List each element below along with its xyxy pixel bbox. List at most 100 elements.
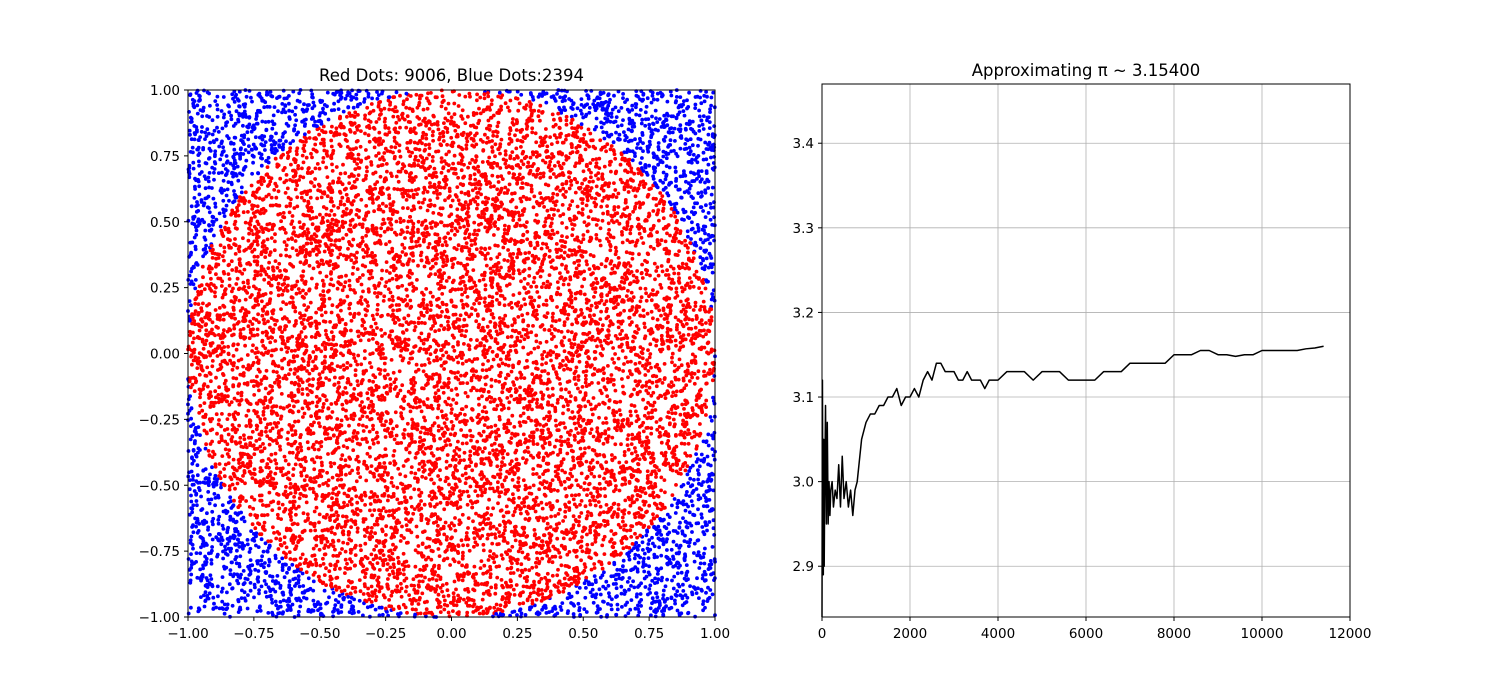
red-dot: [511, 587, 516, 592]
red-dot: [391, 426, 395, 431]
red-dot: [426, 357, 431, 361]
blue-dot: [684, 493, 689, 497]
red-dot: [444, 459, 449, 464]
red-dot: [394, 174, 399, 179]
red-dot: [703, 286, 708, 291]
blue-dot: [690, 220, 694, 225]
red-dot: [451, 491, 456, 496]
red-dot: [330, 162, 334, 167]
red-dot: [699, 318, 704, 323]
red-dot: [213, 333, 217, 338]
red-dot: [570, 222, 574, 227]
red-dot: [498, 603, 503, 608]
red-dot: [584, 203, 589, 208]
red-dot: [690, 318, 695, 322]
red-dot: [677, 276, 681, 281]
red-dot: [383, 116, 387, 121]
red-dot: [602, 371, 606, 376]
red-dot: [320, 409, 325, 413]
red-dot: [463, 391, 468, 395]
red-dot: [423, 143, 428, 147]
red-dot: [481, 317, 486, 321]
red-dot: [599, 262, 604, 267]
red-dot: [366, 586, 370, 591]
red-dot: [489, 377, 494, 382]
blue-dot: [598, 592, 603, 597]
red-dot: [495, 575, 500, 580]
red-dot: [440, 426, 444, 431]
red-dot: [446, 231, 450, 236]
red-dot: [660, 426, 665, 431]
red-dot: [594, 236, 599, 241]
red-dot: [694, 403, 699, 407]
red-dot: [655, 506, 660, 511]
red-dot: [507, 282, 512, 286]
blue-dot: [640, 133, 645, 137]
red-dot: [355, 267, 360, 271]
red-dot: [575, 204, 580, 209]
red-dot: [324, 583, 328, 587]
red-dot: [511, 293, 516, 297]
red-dot: [442, 271, 446, 275]
red-dot: [553, 514, 558, 518]
red-dot: [448, 490, 452, 494]
red-dot: [532, 346, 537, 351]
red-dot: [286, 156, 290, 161]
blue-dot: [246, 150, 251, 155]
red-dot: [463, 290, 467, 294]
red-dot: [517, 101, 522, 106]
red-dot: [330, 225, 335, 230]
blue-dot: [656, 141, 661, 145]
red-dot: [635, 414, 640, 418]
red-dot: [493, 243, 498, 248]
blue-dot: [661, 588, 666, 593]
red-dot: [516, 300, 521, 305]
red-dot: [633, 531, 637, 536]
red-dot: [317, 244, 322, 248]
red-dot: [398, 216, 403, 221]
blue-dot: [550, 609, 554, 613]
blue-dot: [634, 93, 639, 98]
blue-dot: [696, 497, 701, 502]
red-dot: [328, 562, 333, 567]
red-dot: [544, 361, 548, 365]
blue-dot: [659, 533, 664, 537]
red-dot: [577, 514, 582, 519]
red-dot: [329, 330, 334, 334]
red-dot: [630, 451, 634, 456]
red-dot: [515, 96, 520, 101]
red-dot: [229, 400, 234, 404]
red-dot: [401, 230, 405, 234]
blue-dot: [201, 566, 206, 571]
red-dot: [608, 261, 613, 266]
red-dot: [630, 256, 635, 261]
red-dot: [304, 459, 308, 464]
red-dot: [248, 319, 253, 324]
blue-dot: [215, 94, 220, 99]
blue-dot: [280, 110, 284, 115]
red-dot: [475, 202, 480, 207]
red-dot: [565, 270, 570, 274]
blue-dot: [706, 567, 711, 571]
blue-dot: [215, 114, 220, 119]
red-dot: [415, 192, 419, 197]
red-dot: [360, 414, 365, 419]
red-dot: [440, 309, 444, 314]
red-dot: [631, 339, 635, 344]
red-dot: [573, 438, 577, 442]
red-dot: [221, 312, 226, 317]
red-dot: [662, 362, 667, 366]
blue-dot: [696, 493, 701, 498]
red-dot: [687, 276, 692, 280]
red-dot: [295, 204, 300, 209]
red-dot: [333, 375, 337, 380]
red-dot: [595, 304, 599, 309]
red-dot: [601, 347, 605, 351]
blue-dot: [604, 130, 609, 135]
blue-dot: [282, 575, 287, 580]
red-dot: [557, 422, 562, 427]
red-dot: [258, 211, 263, 216]
blue-dot: [621, 92, 625, 96]
blue-dot: [665, 577, 669, 582]
blue-dot: [258, 604, 262, 609]
